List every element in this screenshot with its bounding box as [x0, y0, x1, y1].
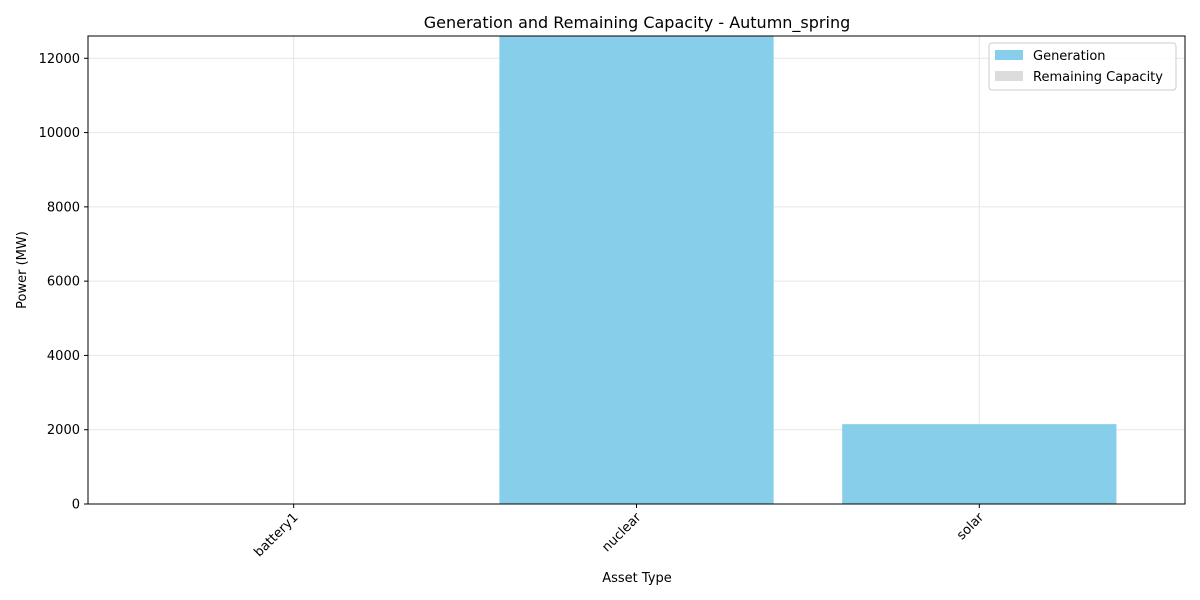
- legend-swatch-remaining-capacity: [995, 71, 1023, 81]
- legend: Generation Remaining Capacity: [988, 42, 1177, 91]
- legend-box: [988, 42, 1177, 91]
- y-tick-label: 10000: [39, 126, 80, 141]
- legend-label-remaining-capacity: Remaining Capacity: [1033, 70, 1163, 85]
- y-tick-label: 8000: [47, 200, 80, 215]
- x-tick-label: battery1: [251, 510, 301, 560]
- y-axis-label: Power (MW): [15, 231, 30, 309]
- chart-title: Generation and Remaining Capacity - Autu…: [424, 13, 850, 33]
- bars-layer: [156, 36, 1117, 504]
- legend-label-generation: Generation: [1033, 49, 1106, 64]
- y-tick-label: 2000: [47, 423, 80, 438]
- legend-swatch-generation: [995, 50, 1023, 60]
- y-tick-label: 6000: [47, 275, 80, 290]
- x-axis-label: Asset Type: [602, 571, 672, 586]
- bar-generation: [499, 36, 774, 504]
- x-tick-label: nuclear: [599, 510, 644, 555]
- bar-generation: [842, 424, 1117, 504]
- x-tick-label: solar: [954, 510, 987, 543]
- y-tick-label: 0: [72, 498, 80, 513]
- y-tick-label: 12000: [39, 52, 80, 67]
- y-tick-label: 4000: [47, 349, 80, 364]
